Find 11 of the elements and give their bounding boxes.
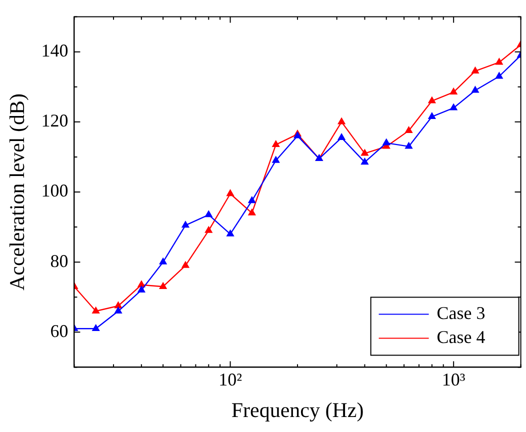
x-tick-label: 10²	[218, 370, 242, 390]
legend-label: Case 4	[436, 326, 486, 347]
y-tick-label: 80	[50, 250, 68, 271]
x-axis-title: Frequency (Hz)	[231, 398, 364, 422]
x-tick-label: 10³	[442, 370, 466, 390]
y-tick-label: 140	[41, 40, 68, 61]
legend-label: Case 3	[436, 302, 486, 323]
y-tick-label: 60	[50, 320, 68, 341]
y-tick-label: 100	[41, 180, 68, 201]
y-axis-title: Acceleration level (dB)	[5, 93, 30, 291]
y-tick-label: 120	[41, 110, 68, 131]
